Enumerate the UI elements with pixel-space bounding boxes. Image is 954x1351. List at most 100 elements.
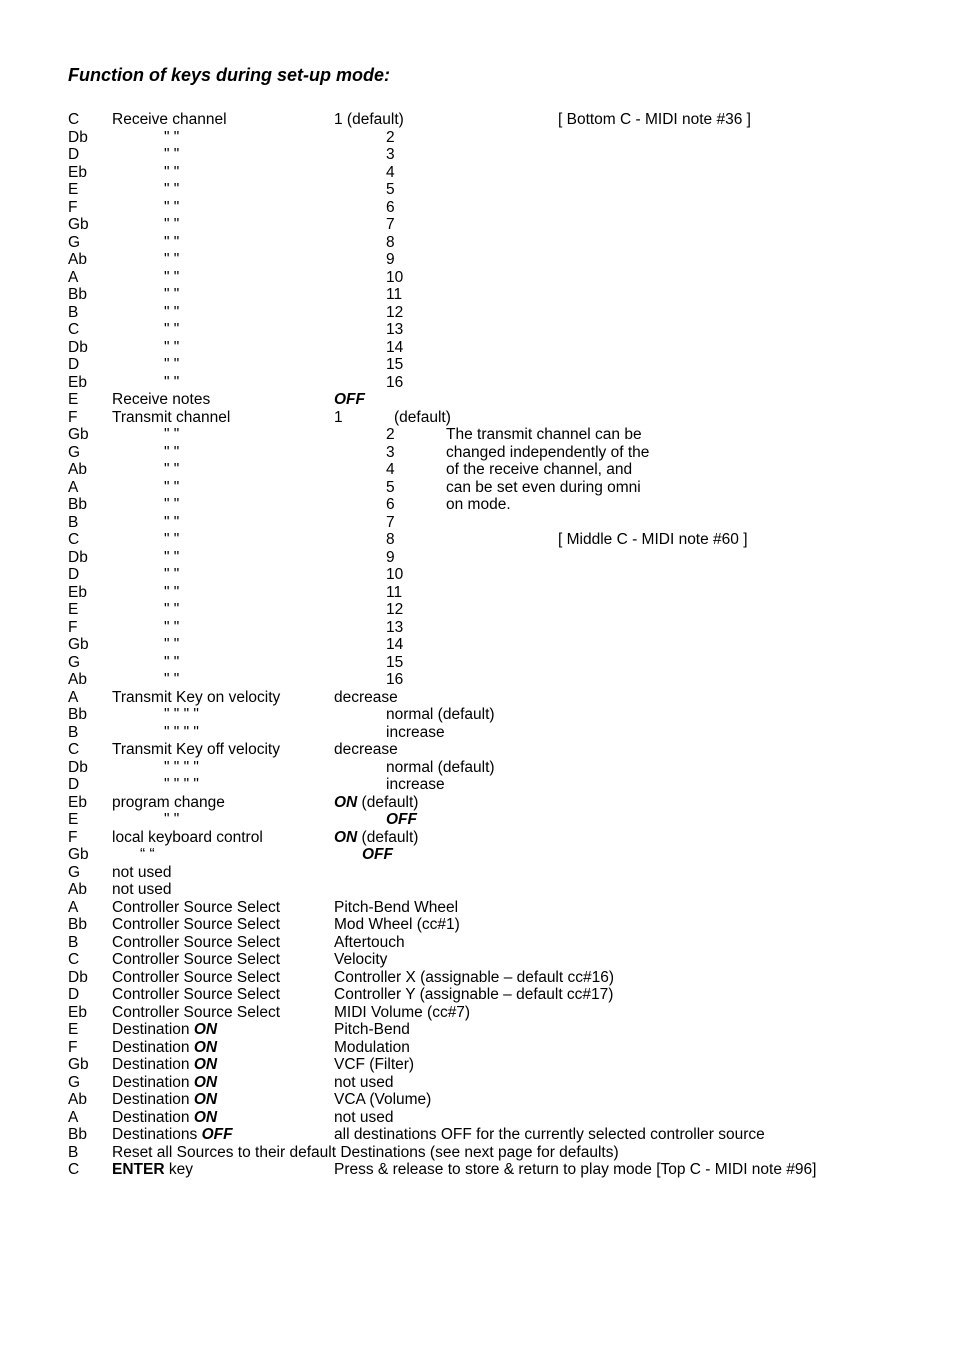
value: 3 bbox=[386, 147, 446, 163]
key-note: B bbox=[68, 1145, 112, 1161]
value: 10 bbox=[386, 567, 446, 583]
function-label: " " bbox=[112, 270, 386, 286]
function-label: " " bbox=[112, 252, 386, 268]
table-row: GbDestination ONVCF (Filter) bbox=[68, 1057, 886, 1073]
key-note: C bbox=[68, 952, 112, 968]
function-label: Destination ON bbox=[112, 1022, 334, 1038]
description: (default) bbox=[394, 410, 886, 426]
table-row: F" "6 bbox=[68, 200, 886, 216]
value: decrease bbox=[334, 742, 398, 758]
table-row: CTransmit Key off velocitydecrease bbox=[68, 742, 886, 758]
key-note: B bbox=[68, 935, 112, 951]
table-row: Bb" " " "normal (default) bbox=[68, 707, 886, 723]
key-note: Bb bbox=[68, 497, 112, 513]
function-label: “ “ bbox=[112, 847, 362, 863]
function-label: Destinations OFF bbox=[112, 1127, 334, 1143]
function-label: Controller Source Select bbox=[112, 970, 334, 986]
key-note: G bbox=[68, 445, 112, 461]
key-note: F bbox=[68, 410, 112, 426]
key-note: A bbox=[68, 1110, 112, 1126]
function-label: Transmit channel bbox=[112, 410, 334, 426]
key-note: C bbox=[68, 322, 112, 338]
value: 2 bbox=[386, 130, 446, 146]
value: not used bbox=[334, 1110, 393, 1126]
key-note: A bbox=[68, 900, 112, 916]
key-note: Db bbox=[68, 130, 112, 146]
key-note: A bbox=[68, 690, 112, 706]
function-label: " " bbox=[112, 515, 386, 531]
key-note: E bbox=[68, 392, 112, 408]
key-note: D bbox=[68, 567, 112, 583]
value: 15 bbox=[386, 357, 446, 373]
key-note: G bbox=[68, 865, 112, 881]
value: all destinations OFF for the currently s… bbox=[334, 1127, 765, 1143]
function-label: " " bbox=[112, 340, 386, 356]
table-row: Abnot used bbox=[68, 882, 886, 898]
value: 5 bbox=[386, 480, 446, 496]
function-label: " " bbox=[112, 305, 386, 321]
table-row: EReceive notesOFF bbox=[68, 392, 886, 408]
function-label: Receive channel bbox=[112, 112, 334, 128]
function-label: " " " " bbox=[112, 725, 386, 741]
value: 16 bbox=[386, 672, 446, 688]
function-label: " " " " bbox=[112, 707, 386, 723]
function-label: " " bbox=[112, 182, 386, 198]
key-note: D bbox=[68, 777, 112, 793]
function-label: " " bbox=[112, 427, 386, 443]
key-note: F bbox=[68, 200, 112, 216]
function-label: " " bbox=[112, 602, 386, 618]
value: 1 bbox=[334, 410, 394, 426]
table-row: G" "8 bbox=[68, 235, 886, 251]
value: Mod Wheel (cc#1) bbox=[334, 917, 460, 933]
key-note: A bbox=[68, 270, 112, 286]
function-label: " " bbox=[112, 497, 386, 513]
function-label: " " bbox=[112, 200, 386, 216]
function-label: " " bbox=[112, 585, 386, 601]
key-note: Db bbox=[68, 760, 112, 776]
function-label: " " bbox=[112, 532, 386, 548]
key-note: Eb bbox=[68, 795, 112, 811]
key-note: B bbox=[68, 515, 112, 531]
table-row: BbController Source SelectMod Wheel (cc#… bbox=[68, 917, 886, 933]
table-row: E" "OFF bbox=[68, 812, 886, 828]
function-label: Controller Source Select bbox=[112, 917, 334, 933]
table-row: Bb" "6on mode. bbox=[68, 497, 886, 513]
function-label: " " bbox=[112, 812, 386, 828]
value: 3 bbox=[386, 445, 446, 461]
value: 14 bbox=[386, 340, 446, 356]
key-note: G bbox=[68, 655, 112, 671]
table-row: B" "12 bbox=[68, 305, 886, 321]
function-label: local keyboard control bbox=[112, 830, 334, 846]
value: normal (default) bbox=[386, 760, 495, 776]
value: 9 bbox=[386, 252, 446, 268]
table-row: Ab" "4of the receive channel, and bbox=[68, 462, 886, 478]
table-row: A" "10 bbox=[68, 270, 886, 286]
table-row: E" "12 bbox=[68, 602, 886, 618]
function-label: not used bbox=[112, 882, 334, 898]
function-label: " " bbox=[112, 620, 386, 636]
value: 13 bbox=[386, 620, 446, 636]
function-label: " " " " bbox=[112, 777, 386, 793]
key-note: E bbox=[68, 1022, 112, 1038]
table-row: CENTER keyPress & release to store & ret… bbox=[68, 1162, 886, 1178]
key-note: G bbox=[68, 1075, 112, 1091]
table-row: AbDestination ONVCA (Volume) bbox=[68, 1092, 886, 1108]
table-row: Gb" "2The transmit channel can be bbox=[68, 427, 886, 443]
function-label: Destination ON bbox=[112, 1040, 334, 1056]
key-note: Ab bbox=[68, 462, 112, 478]
function-label: " " bbox=[112, 637, 386, 653]
value: 7 bbox=[386, 515, 446, 531]
key-note: D bbox=[68, 357, 112, 373]
function-label: Controller Source Select bbox=[112, 935, 334, 951]
table-row: B" "7 bbox=[68, 515, 886, 531]
page-title: Function of keys during set-up mode: bbox=[68, 66, 886, 84]
value: Pitch-Bend bbox=[334, 1022, 410, 1038]
key-note: C bbox=[68, 1162, 112, 1178]
function-label: " " bbox=[112, 147, 386, 163]
key-note: Db bbox=[68, 970, 112, 986]
table-row: G" "15 bbox=[68, 655, 886, 671]
description: changed independently of the bbox=[446, 445, 886, 461]
table-row: ADestination ONnot used bbox=[68, 1110, 886, 1126]
table-row: BbDestinations OFFall destinations OFF f… bbox=[68, 1127, 886, 1143]
value: 14 bbox=[386, 637, 446, 653]
